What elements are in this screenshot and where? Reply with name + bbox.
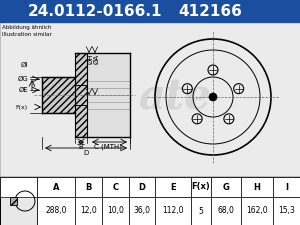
Text: A: A [53,182,59,191]
Bar [0,177,37,225]
Text: E: E [170,182,176,191]
Bar [129,197,155,225]
Text: Abbildung ähnlich: Abbildung ähnlich [2,25,52,30]
Text: 15,3: 15,3 [278,207,295,216]
Bar [102,177,129,197]
Text: ØA: ØA [94,54,100,64]
Bar [155,177,191,197]
Bar [102,197,129,225]
Bar [211,177,241,197]
Text: B: B [79,144,83,150]
Text: ØI: ØI [21,62,28,68]
Text: G: G [223,182,230,191]
Bar [75,53,87,137]
Bar [191,197,211,225]
Text: 162,0: 162,0 [246,207,268,216]
Text: 412166: 412166 [178,4,242,18]
Text: 112,0: 112,0 [162,207,184,216]
Text: D: D [138,182,146,191]
Bar [129,177,155,197]
Bar [191,177,211,197]
Bar [75,53,130,137]
Text: C (MTH): C (MTH) [94,144,122,151]
Bar [0,22,300,177]
Bar [37,177,75,197]
Bar [42,77,130,113]
Circle shape [209,93,217,101]
Text: D: D [83,150,88,156]
Bar [0,177,300,225]
Bar [241,177,273,197]
Text: 24.0112-0166.1: 24.0112-0166.1 [28,4,162,18]
Text: 5: 5 [199,207,203,216]
Bar [155,197,191,225]
Bar [273,177,300,197]
Text: I: I [285,182,288,191]
Bar [241,197,273,225]
Text: 10,0: 10,0 [107,207,124,216]
Text: B: B [85,182,92,191]
Bar [0,0,300,22]
Bar [0,177,37,197]
Text: ØH: ØH [88,54,94,64]
Bar [10,197,17,205]
Text: F(x): F(x) [16,104,28,110]
Text: 288,0: 288,0 [46,207,67,216]
Text: ate: ate [139,76,211,118]
Text: ØG: ØG [17,76,28,82]
Bar [37,197,75,225]
Text: 68,0: 68,0 [218,207,235,216]
Text: ØE: ØE [18,87,28,93]
Text: F(x): F(x) [192,182,210,191]
Bar [42,77,75,113]
Text: C: C [112,182,119,191]
Bar [211,197,241,225]
Text: 36,0: 36,0 [134,207,150,216]
Text: H: H [254,182,261,191]
Text: 12,0: 12,0 [80,207,97,216]
Bar [273,197,300,225]
Bar [75,177,102,197]
Text: Illustration similar: Illustration similar [2,32,52,37]
Bar [75,197,102,225]
